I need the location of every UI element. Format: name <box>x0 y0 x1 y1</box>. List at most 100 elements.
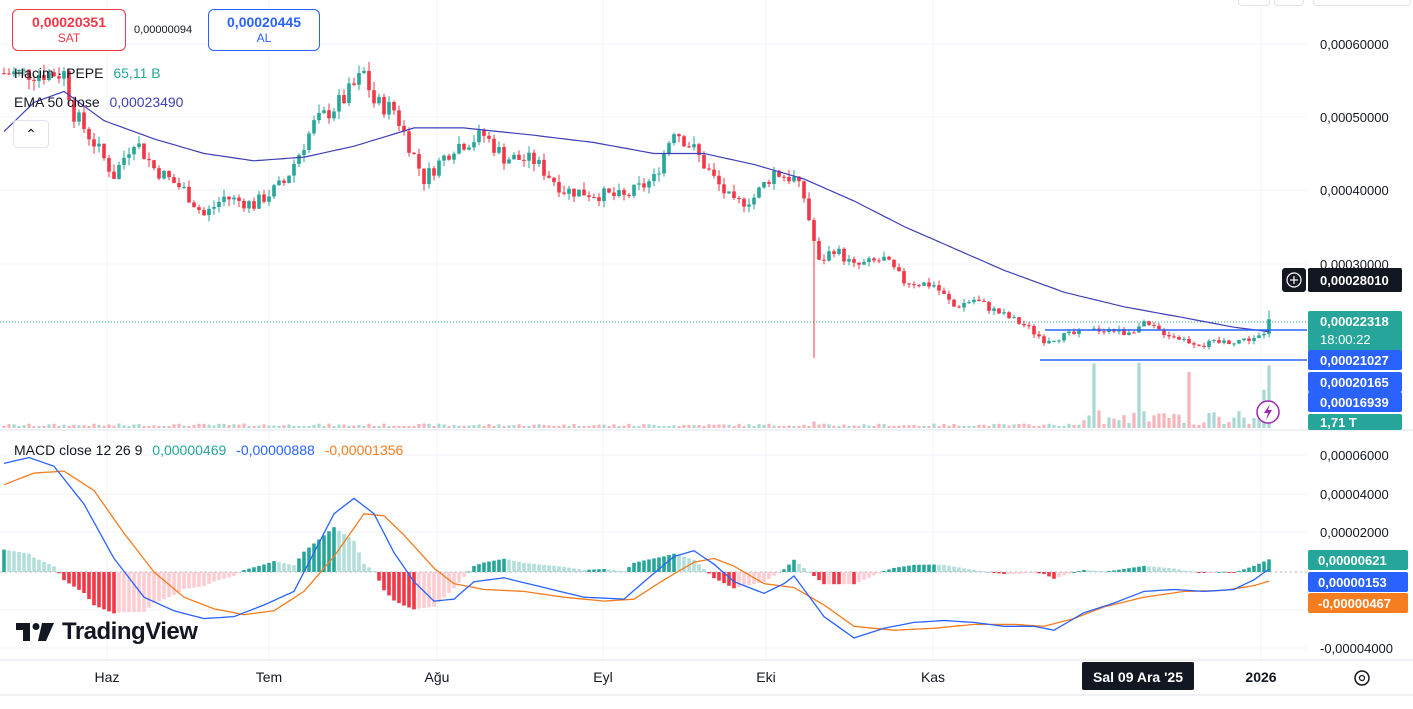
macd-histogram-bar <box>677 555 681 572</box>
candle-body <box>982 300 986 303</box>
candle-body <box>917 285 921 287</box>
volume-bar <box>1252 418 1256 428</box>
macd-histogram-bar <box>347 537 351 572</box>
macd-histogram-bar <box>1067 572 1071 574</box>
macd-label-macd: 0,00000153 <box>1318 575 1387 590</box>
macd-histogram-bar <box>1197 572 1201 573</box>
volume-bar <box>112 425 116 428</box>
candle-body <box>897 267 901 272</box>
candle-body <box>77 112 81 122</box>
macd-histogram-bar <box>1192 571 1196 573</box>
candle-body <box>757 187 761 198</box>
candle-body <box>237 197 241 201</box>
toolbar-button-3[interactable] <box>1313 0 1411 6</box>
volume-bar <box>87 426 91 428</box>
toolbar-button-1[interactable] <box>1238 0 1270 6</box>
candle-body <box>97 143 101 147</box>
volume-bar <box>577 426 581 428</box>
volume-bar <box>512 425 516 428</box>
macd-histogram-bar <box>1042 572 1046 575</box>
macd-histogram-bar <box>252 567 256 572</box>
volume-bar <box>1137 362 1141 428</box>
candle-body <box>737 197 741 199</box>
candle-body <box>1092 328 1096 330</box>
macd-histogram-bar <box>327 531 331 572</box>
macd-histogram-bar <box>402 572 406 606</box>
macd-histogram-bar <box>572 568 576 572</box>
macd-histogram-bar <box>67 572 71 584</box>
candle-body <box>927 282 931 287</box>
candle-body <box>1247 338 1251 341</box>
candle-body <box>1207 341 1211 347</box>
volume-bar <box>347 425 351 428</box>
macd-histogram-bar <box>437 572 441 603</box>
volume-bar <box>957 425 961 428</box>
volume-bar <box>282 425 286 428</box>
volume-bar <box>1122 415 1126 428</box>
macd-histogram-bar <box>352 540 356 572</box>
macd-histogram-bar <box>822 572 826 585</box>
macd-histogram-bar <box>967 569 971 572</box>
macd-histogram-bar <box>582 569 586 572</box>
volume-bar <box>662 426 666 428</box>
macd-histogram-bar <box>717 572 721 581</box>
candle-body <box>82 112 86 130</box>
volume-bar <box>477 424 481 428</box>
toolbar-button-2[interactable] <box>1274 0 1304 6</box>
macd-histogram-bar <box>757 572 761 584</box>
candle-body <box>852 259 856 263</box>
volume-bar <box>897 425 901 428</box>
macd-histogram-bar <box>192 572 196 588</box>
macd-histogram-bar <box>22 552 26 572</box>
candle-body <box>582 189 586 196</box>
candle-body <box>1257 335 1261 339</box>
candle-body <box>1007 312 1011 319</box>
candle-body <box>302 150 306 156</box>
macd-histogram-bar <box>32 557 36 572</box>
candle-body <box>952 299 956 307</box>
volume-bar <box>457 425 461 428</box>
volume-bar <box>1027 424 1031 428</box>
candle-body <box>1062 333 1066 341</box>
volume-bar <box>2 426 6 428</box>
candle-body <box>777 170 781 177</box>
volume-bar <box>437 423 441 428</box>
buy-button[interactable]: 0,00020445 AL <box>208 9 320 51</box>
macd-histogram-bar <box>57 572 61 574</box>
macd-axis-tick: -0,00004000 <box>1320 641 1393 656</box>
volume-bar <box>1207 412 1211 428</box>
sell-button[interactable]: 0,00020351 SAT <box>12 9 126 51</box>
volume-bar <box>97 424 101 428</box>
macd-histogram-bar <box>1187 571 1191 573</box>
macd-histogram-bar <box>312 543 316 572</box>
price-label-crosshair: 0,00028010 <box>1320 273 1389 288</box>
ema-legend-label: EMA 50 close <box>14 94 100 110</box>
volume-bar <box>727 424 731 428</box>
volume-bar <box>997 423 1001 428</box>
candle-body <box>882 256 886 261</box>
volume-bar <box>17 426 21 428</box>
macd-histogram-bar <box>882 570 886 572</box>
lightning-icon <box>1264 404 1272 420</box>
signal-legend-value: -0,00000888 <box>236 442 315 458</box>
macd-histogram-bar <box>667 555 671 572</box>
candle-body <box>562 192 566 194</box>
volume-bar <box>1047 423 1051 428</box>
macd-histogram-bar <box>1147 566 1151 572</box>
candle-body <box>1232 343 1236 345</box>
candle-body <box>7 73 11 75</box>
macd-axis-tick: 0,00006000 <box>1320 448 1389 463</box>
volume-bar <box>687 424 691 428</box>
volume-bar <box>297 426 301 428</box>
candle-body <box>527 152 531 161</box>
collapse-legend-button[interactable]: ⌃ <box>13 120 49 148</box>
volume-bar <box>817 424 821 428</box>
macd-histogram-bar <box>1217 571 1221 573</box>
volume-bar <box>207 424 211 428</box>
candle-body <box>92 139 96 147</box>
candle-body <box>767 182 771 184</box>
volume-bar <box>932 423 936 428</box>
tradingview-logo[interactable]: TradingView <box>16 618 198 646</box>
volume-bar <box>287 424 291 428</box>
